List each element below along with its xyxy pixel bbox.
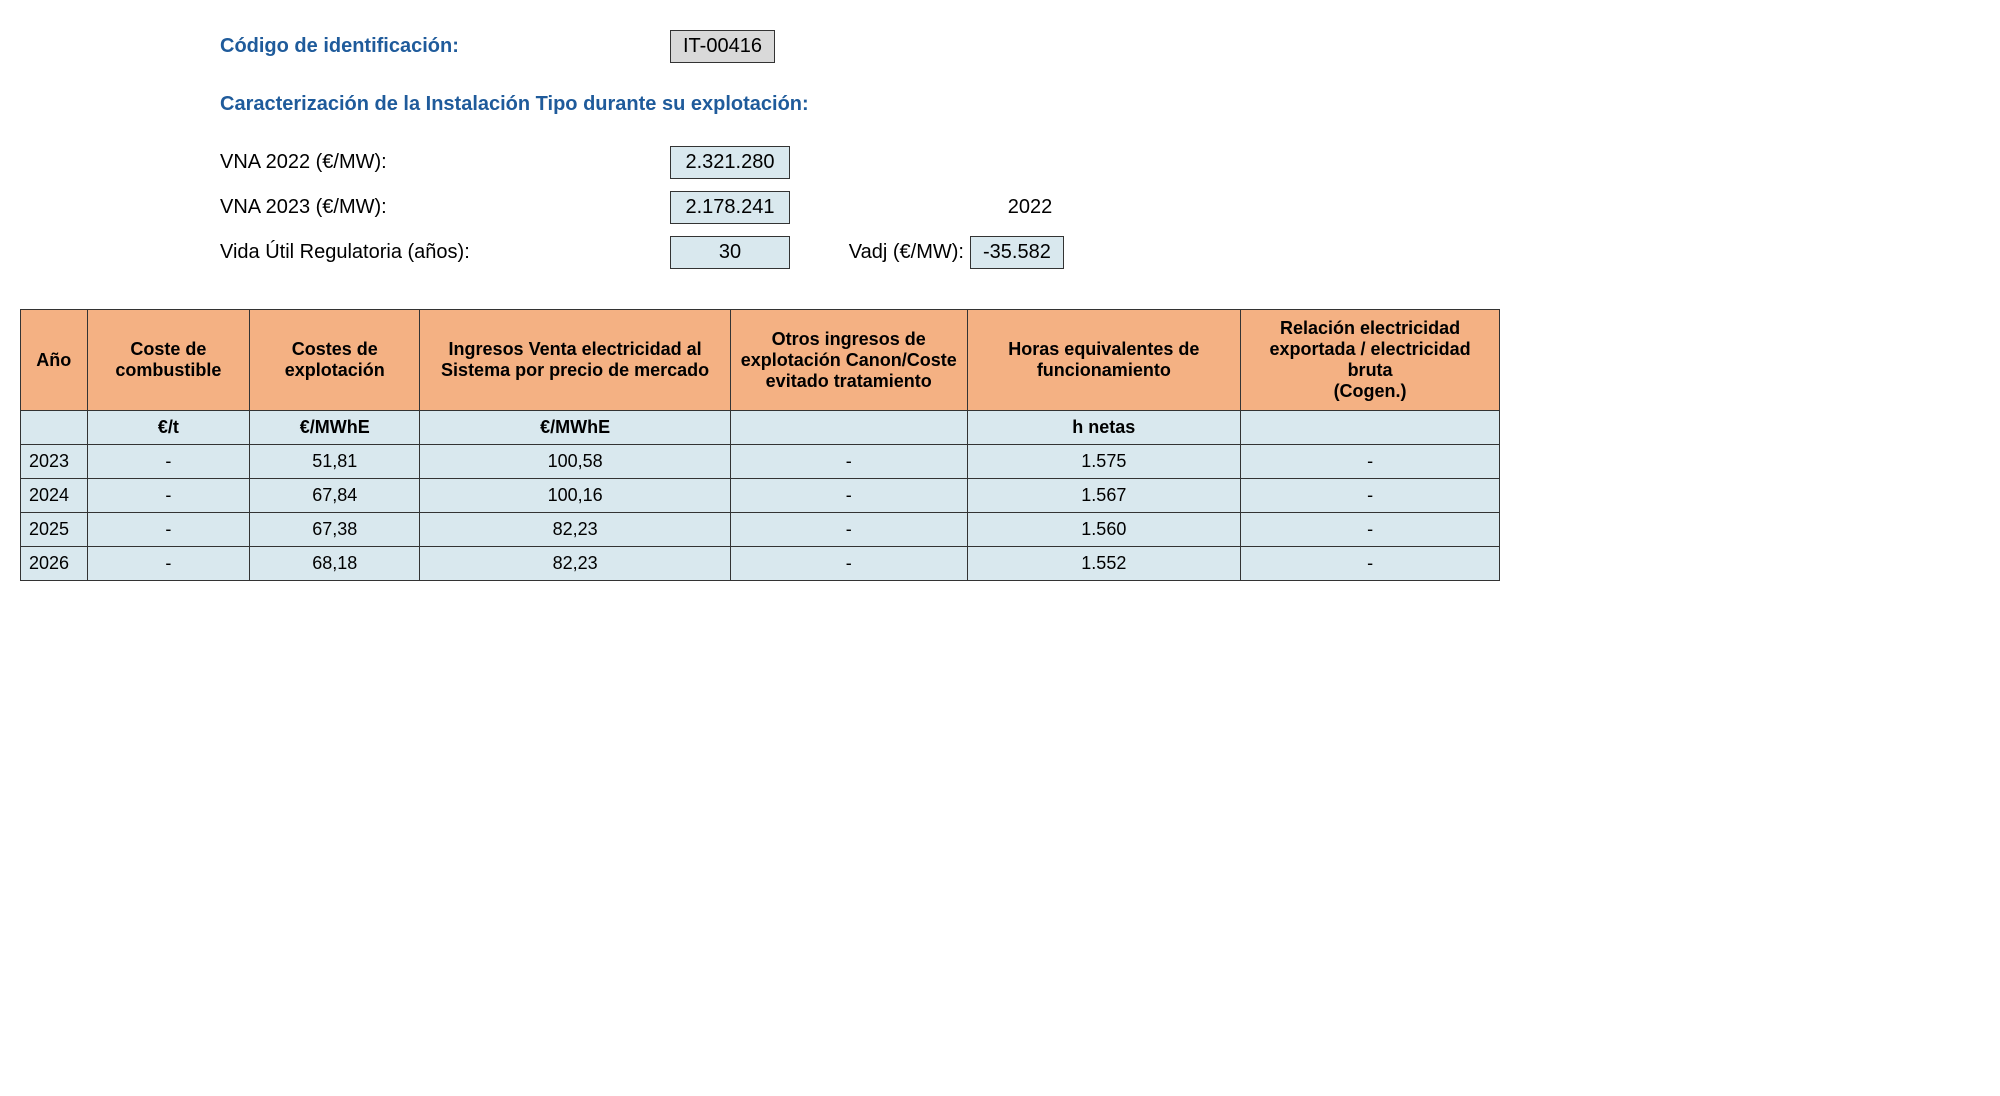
id-code-label: Código de identificación: (220, 35, 670, 58)
vna2023-label: VNA 2023 (€/MW): (220, 196, 670, 219)
table-cell: 67,38 (250, 513, 420, 547)
table-cell: - (87, 445, 250, 479)
table-cell: - (730, 513, 967, 547)
table-cell: - (730, 445, 967, 479)
table-cell: - (87, 479, 250, 513)
table-cell: - (1241, 445, 1500, 479)
table-cell: 82,23 (420, 547, 731, 581)
unit-cell: €/MWhE (250, 411, 420, 445)
unit-cell (730, 411, 967, 445)
vna2022-value: 2.321.280 (670, 146, 790, 179)
ref-year: 2022 (970, 196, 1090, 219)
table-cell: - (87, 547, 250, 581)
col-header-4: Otros ingresos de explotación Canon/Cost… (730, 310, 967, 411)
table-cell: 2026 (21, 547, 88, 581)
id-code-value: IT-00416 (670, 30, 775, 63)
table-cell: - (87, 513, 250, 547)
table-cell: 82,23 (420, 513, 731, 547)
table-cell: - (730, 479, 967, 513)
unit-cell: €/t (87, 411, 250, 445)
table-cell: 2024 (21, 479, 88, 513)
table-cell: 68,18 (250, 547, 420, 581)
table-cell: 1.567 (967, 479, 1241, 513)
life-value: 30 (670, 236, 790, 269)
vadj-value: -35.582 (970, 236, 1064, 269)
table-cell: 1.560 (967, 513, 1241, 547)
table-cell: 51,81 (250, 445, 420, 479)
table-row: 2026-68,1882,23-1.552- (21, 547, 1500, 581)
col-header-0: Año (21, 310, 88, 411)
table-cell: - (1241, 479, 1500, 513)
col-header-6: Relación electricidad exportada / electr… (1241, 310, 1500, 411)
table-cell: 2023 (21, 445, 88, 479)
col-header-1: Coste de combustible (87, 310, 250, 411)
table-row: 2024-67,84100,16-1.567- (21, 479, 1500, 513)
vna2022-label: VNA 2022 (€/MW): (220, 151, 670, 174)
col-header-3: Ingresos Venta electricidad al Sistema p… (420, 310, 731, 411)
table-cell: 1.575 (967, 445, 1241, 479)
table-cell: 100,16 (420, 479, 731, 513)
unit-cell (1241, 411, 1500, 445)
exploitation-table: AñoCoste de combustibleCostes de explota… (20, 309, 1500, 581)
table-cell: 2025 (21, 513, 88, 547)
unit-cell: €/MWhE (420, 411, 731, 445)
table-cell: 67,84 (250, 479, 420, 513)
table-row: 2023-51,81100,58-1.575- (21, 445, 1500, 479)
table-row: 2025-67,3882,23-1.560- (21, 513, 1500, 547)
table-cell: 1.552 (967, 547, 1241, 581)
col-header-2: Costes de explotación (250, 310, 420, 411)
table-cell: 100,58 (420, 445, 731, 479)
col-header-5: Horas equivalentes de funcionamiento (967, 310, 1241, 411)
vadj-label: Vadj (€/MW): (820, 241, 970, 264)
unit-cell: h netas (967, 411, 1241, 445)
section-title: Caracterización de la Instalación Tipo d… (220, 93, 1500, 116)
vna2023-value: 2.178.241 (670, 191, 790, 224)
table-cell: - (1241, 513, 1500, 547)
table-cell: - (1241, 547, 1500, 581)
unit-cell (21, 411, 88, 445)
life-label: Vida Útil Regulatoria (años): (220, 241, 670, 264)
table-cell: - (730, 547, 967, 581)
